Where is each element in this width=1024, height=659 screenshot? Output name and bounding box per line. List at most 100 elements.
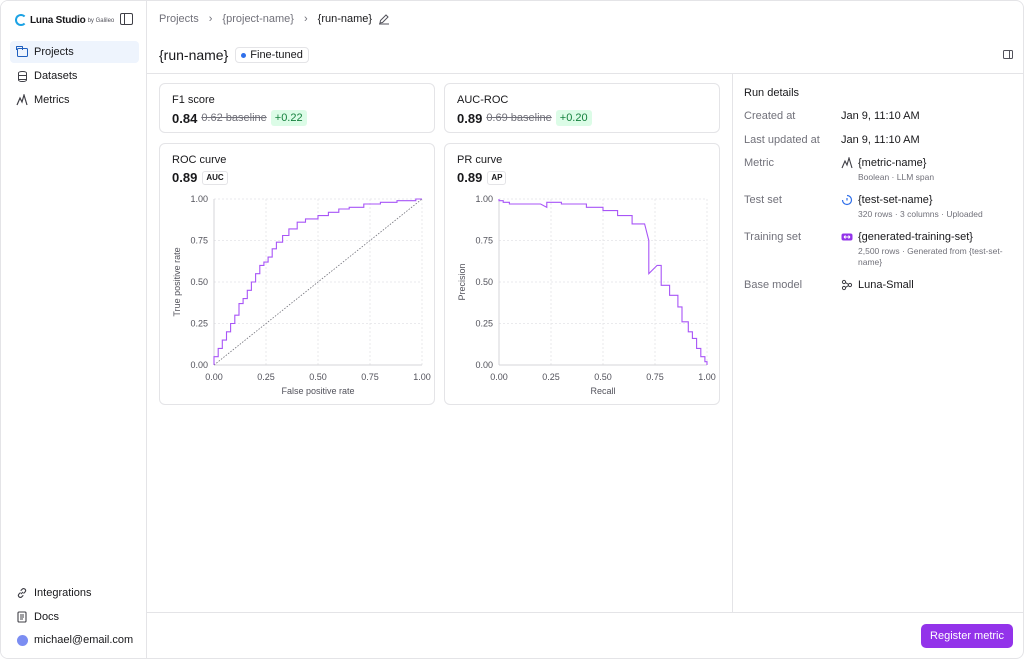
auc-roc-card: AUC-ROC 0.89 0.69 baseline +0.20 (444, 83, 720, 133)
x-tick-label: 0.25 (542, 372, 560, 382)
y-tick-label: 0.50 (190, 277, 208, 287)
x-tick-label: 0.75 (361, 372, 379, 382)
account-email: michael@email.com (34, 634, 134, 646)
x-tick-label: 0.00 (490, 372, 508, 382)
card-label: AUC-ROC (457, 94, 509, 106)
breadcrumb-run: {run-name} (317, 13, 373, 25)
card-label: PR curve (457, 154, 503, 166)
avatar (16, 634, 28, 646)
y-tick-label: 1.00 (475, 194, 493, 204)
sidebar-item-projects[interactable]: Projects (10, 41, 139, 63)
f1-score-card: F1 score 0.84 0.62 baseline +0.22 (159, 83, 435, 133)
training-label: Training set (744, 231, 802, 243)
divider (732, 73, 733, 613)
testset-label: Test set (744, 194, 782, 206)
pr-chart: 0.00 0.00 0.25 0.25 0.50 0.50 0.75 0.75 1.00 1.00… (457, 194, 716, 396)
created-label: Created at (744, 110, 796, 122)
y-tick-label: 0.25 (475, 319, 493, 329)
register-metric-button[interactable]: Register metric (921, 624, 1013, 648)
test-set-sub: 320 rows · 3 columns · Uploaded (858, 209, 983, 219)
delta-badge: +0.20 (555, 110, 592, 126)
sidebar-item-integrations[interactable]: Integrations (10, 582, 139, 604)
sidebar-item-label: Docs (34, 611, 60, 623)
brand-name: Luna Studio (30, 14, 86, 26)
luna-logo-icon (15, 14, 27, 26)
breadcrumb-project[interactable]: {project-name} (222, 13, 294, 25)
x-tick-label: 0.50 (309, 372, 327, 382)
x-tick-label: 0.00 (205, 372, 223, 382)
auc-tag: AUC (202, 170, 228, 185)
run-details-title: Run details (744, 87, 800, 99)
metric-value: 0.84 (172, 110, 198, 126)
sidebar-item-label: Projects (34, 46, 74, 58)
folder-icon (16, 45, 28, 58)
sidebar-item-docs[interactable]: Docs (10, 606, 139, 628)
metric-link[interactable]: {metric-name} (858, 157, 927, 169)
chevron-right-icon: › (303, 13, 308, 25)
base-model-value: Luna-Small (858, 279, 914, 291)
sidebar-collapse-icon[interactable] (120, 13, 133, 25)
card-value-row: 0.84 0.62 baseline +0.22 (172, 110, 307, 126)
curve-series-line (213, 198, 422, 365)
x-tick-label: 0.75 (646, 372, 664, 382)
edit-icon[interactable] (378, 13, 390, 25)
card-label: ROC curve (172, 154, 227, 166)
page-header: {run-name} Fine-tuned (159, 46, 309, 64)
training-set-sub: 2,500 rows · Generated from {test-set-na… (858, 246, 1003, 267)
test-set-icon (841, 194, 853, 206)
metrics-icon (841, 157, 853, 169)
breadcrumb-projects[interactable]: Projects (159, 13, 199, 25)
sidebar-item-datasets[interactable]: Datasets (10, 65, 139, 87)
sidebar-item-label: Metrics (34, 94, 70, 106)
roc-chart: 0.00 0.00 0.25 0.25 0.50 0.50 0.75 0.75 1.00 1.00… (172, 194, 431, 396)
x-axis-label: Recall (590, 386, 615, 396)
sidebar-item-label: Integrations (34, 587, 92, 599)
chevron-right-icon: › (208, 13, 213, 25)
metric-sub: Boolean · LLM span (858, 172, 935, 182)
base-model-label: Base model (744, 279, 803, 291)
random-baseline-line (213, 198, 423, 366)
training-set-link[interactable]: {generated-training-set} (858, 231, 973, 243)
updated-label: Last updated at (744, 134, 820, 146)
curve-series-line (498, 199, 708, 365)
link-icon (16, 587, 28, 599)
training-set-icon (841, 231, 853, 243)
metric-value: 0.89 (457, 170, 483, 185)
y-tick-label: 1.00 (190, 194, 208, 204)
ap-tag: AP (487, 170, 507, 185)
sidebar-item-metrics[interactable]: Metrics (10, 89, 139, 111)
logo: Luna Studio by Galileo (15, 12, 135, 28)
y-tick-label: 0.75 (190, 236, 208, 246)
status-dot-icon (241, 52, 247, 58)
page-title: {run-name} (159, 47, 229, 63)
metric-value: 0.89 (457, 110, 483, 126)
x-tick-label: 1.00 (413, 372, 431, 382)
card-value-row: 0.89 0.69 baseline +0.20 (457, 110, 592, 126)
delta-badge: +0.22 (270, 110, 307, 126)
baseline-value: 0.62 baseline (201, 112, 267, 124)
sidebar-item-account[interactable]: michael@email.com (10, 629, 139, 651)
brand-by: by Galileo (87, 18, 115, 24)
metric-label: Metric (744, 157, 774, 169)
divider (147, 73, 1023, 74)
x-axis-label: False positive rate (281, 386, 354, 396)
test-set-link[interactable]: {test-set-name} (858, 194, 933, 206)
database-icon (16, 70, 28, 82)
y-axis-label: Precision (457, 263, 467, 300)
divider (147, 612, 1023, 613)
card-label: F1 score (172, 94, 215, 106)
status-badge-label: Fine-tuned (250, 49, 303, 61)
metrics-icon (16, 94, 28, 106)
docs-icon (16, 611, 28, 623)
card-value-row: 0.89 AP (457, 170, 507, 185)
x-tick-label: 0.25 (257, 372, 275, 382)
model-icon (841, 279, 853, 291)
x-tick-label: 0.50 (594, 372, 612, 382)
y-tick-label: 0.00 (475, 360, 493, 370)
y-tick-label: 0.75 (475, 236, 493, 246)
toggle-panel-icon[interactable] (1003, 50, 1013, 59)
status-badge: Fine-tuned (235, 47, 309, 63)
sidebar: Luna Studio by Galileo Projects Datasets… (1, 1, 147, 658)
updated-value: Jan 9, 11:10 AM (841, 134, 920, 146)
